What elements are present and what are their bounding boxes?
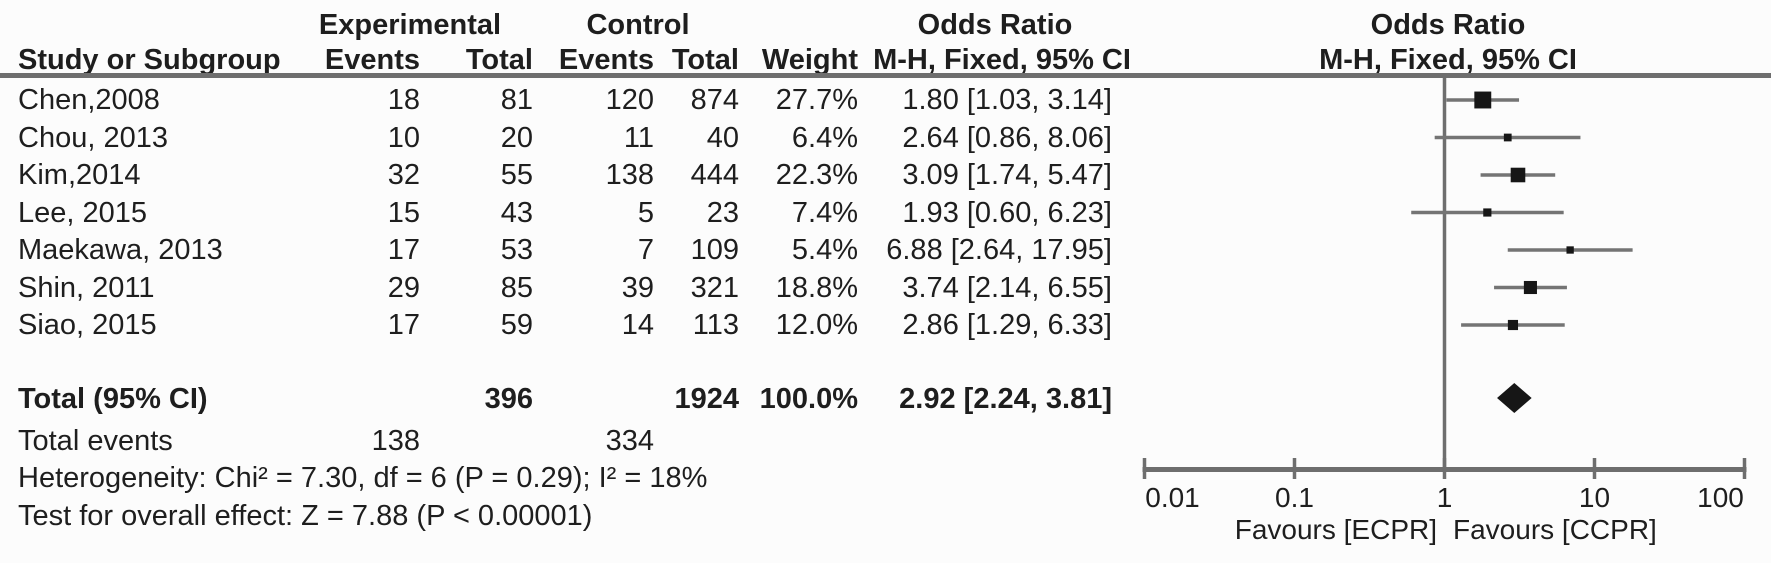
axis-tick-label: 10 (1578, 482, 1611, 513)
total-exp-total: 396 (484, 383, 533, 415)
study-weight-cell: 5.4% (791, 234, 858, 266)
study-exp-total-cell: 55 (500, 159, 533, 191)
or-point-square (1510, 167, 1526, 183)
study-exp-events-cell: 32 (387, 159, 420, 191)
study-ctrl-total-cell: 321 (690, 271, 739, 304)
study-exp-total-cell: 81 (500, 84, 533, 116)
heterogeneity-note: Heterogeneity: Chi² = 7.30, df = 6 (P = … (18, 462, 708, 494)
study-label: Lee, 2015 (18, 196, 148, 229)
or-column-title: Odds Ratio (917, 9, 1073, 41)
axis-tick-label: 0.1 (1275, 482, 1314, 513)
study-or-text-cell: 1.93 [0.60, 6.23] (902, 196, 1112, 229)
total-label: Total (95% CI) (18, 383, 208, 415)
total-events-exp: 138 (371, 425, 420, 457)
study-exp-events-cell: 15 (387, 196, 420, 229)
study-ctrl-events-cell: 5 (637, 196, 654, 229)
column-group-experimental: Experimental (318, 9, 502, 41)
study-ctrl-total-cell: 113 (692, 309, 739, 341)
study-or-text-cell: 3.74 [2.14, 6.55] (902, 271, 1112, 304)
study-label: Maekawa, 2013 (18, 234, 223, 266)
study-ctrl-events-cell: 39 (621, 271, 654, 304)
study-ctrl-events-cell: 11 (623, 121, 654, 154)
study-exp-total-cell: 43 (500, 196, 533, 229)
or-point-square (1503, 133, 1512, 142)
study-or-text-cell: 2.86 [1.29, 6.33] (902, 309, 1112, 341)
axis-tick-label: 0.01 (1145, 482, 1200, 513)
study-label: Chou, 2013 (18, 121, 168, 154)
study-or-text-cell: 3.09 [1.74, 5.47] (902, 159, 1112, 191)
study-weight-cell: 7.4% (791, 196, 858, 229)
study-ctrl-events-cell: 120 (605, 84, 654, 116)
or-point-square (1566, 246, 1574, 254)
study-or-text-cell: 6.88 [2.64, 17.95] (886, 234, 1112, 266)
total-ctrl-total: 1924 (674, 383, 739, 415)
total-or-ci: 2.92 [2.24, 3.81] (899, 383, 1112, 415)
study-label: Shin, 2011 (18, 271, 155, 304)
total-events-label: Total events (18, 425, 173, 457)
header-weight: Weight (761, 44, 858, 76)
study-ctrl-total-cell: 874 (690, 84, 739, 116)
or-point-square (1507, 319, 1519, 331)
study-exp-total-cell: 53 (500, 234, 533, 266)
header-exp-events: Events (324, 44, 420, 76)
study-weight-cell: 6.4% (791, 121, 858, 154)
study-or-text-cell: 2.64 [0.86, 8.06] (902, 121, 1112, 154)
favours-left-label: Favours [ECPR] (1234, 514, 1437, 545)
favours-right-label: Favours [CCPR] (1453, 514, 1657, 545)
header-method-plot: M-H, Fixed, 95% CI (1319, 44, 1577, 76)
header-ctrl-total: Total (671, 44, 739, 76)
study-ctrl-total-cell: 23 (706, 196, 739, 229)
study-exp-total-cell: 20 (500, 121, 533, 154)
study-or-text-cell: 1.80 [1.03, 3.14] (902, 84, 1112, 116)
study-label: Chen,2008 (18, 84, 160, 116)
study-label: Kim,2014 (18, 159, 141, 191)
study-exp-events-cell: 18 (387, 84, 420, 116)
study-exp-total-cell: 85 (500, 271, 533, 304)
study-label: Siao, 2015 (18, 309, 157, 341)
total-weight: 100.0% (759, 383, 858, 415)
study-ctrl-events-cell: 7 (637, 234, 654, 266)
or-point-square (1474, 91, 1492, 109)
summary-diamond (1497, 383, 1532, 413)
header-exp-total: Total (465, 44, 533, 76)
study-weight-cell: 18.8% (775, 271, 858, 304)
study-exp-events-cell: 10 (387, 121, 420, 154)
header-method-text: M-H, Fixed, 95% CI (873, 44, 1131, 76)
header-study: Study or Subgroup (18, 44, 281, 76)
or-point-square (1483, 208, 1492, 217)
axis-tick-label: 1 (1436, 482, 1453, 513)
study-weight-cell: 12.0% (775, 309, 858, 341)
overall-effect-note: Test for overall effect: Z = 7.88 (P < 0… (18, 500, 593, 532)
study-exp-total-cell: 59 (500, 309, 533, 341)
study-ctrl-total-cell: 109 (690, 234, 739, 266)
study-weight-cell: 27.7% (775, 84, 858, 116)
or-point-square (1523, 280, 1537, 295)
study-exp-events-cell: 17 (387, 234, 420, 266)
study-ctrl-events-cell: 14 (621, 309, 654, 341)
total-events-ctrl: 334 (605, 425, 654, 457)
axis-tick-label: 100 (1697, 482, 1744, 513)
study-weight-cell: 22.3% (775, 159, 858, 191)
study-ctrl-total-cell: 444 (690, 159, 739, 191)
study-exp-events-cell: 17 (387, 309, 420, 341)
study-ctrl-total-cell: 40 (706, 121, 739, 154)
column-group-control: Control (586, 9, 690, 41)
study-exp-events-cell: 29 (387, 271, 420, 304)
header-ctrl-events: Events (558, 44, 654, 76)
study-ctrl-events-cell: 138 (605, 159, 654, 191)
or-plot-title: Odds Ratio (1370, 9, 1526, 41)
